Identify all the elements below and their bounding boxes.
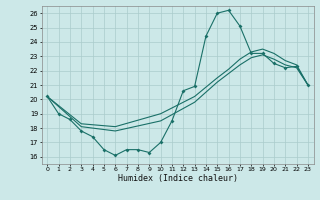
- X-axis label: Humidex (Indice chaleur): Humidex (Indice chaleur): [118, 174, 237, 183]
